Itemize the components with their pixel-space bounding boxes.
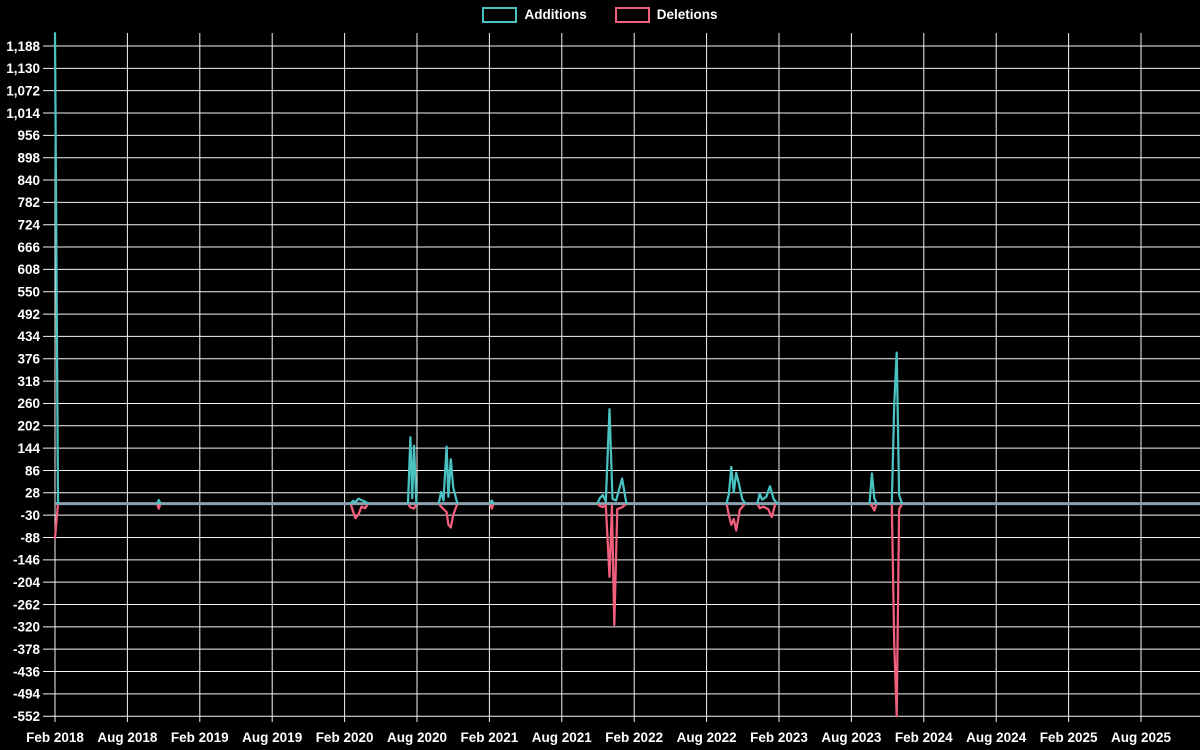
y-tick-label: -204 <box>13 575 41 590</box>
series-segment <box>406 502 418 510</box>
series-segment <box>756 485 779 505</box>
series-segment <box>437 502 459 529</box>
y-tick-label: 782 <box>17 195 40 210</box>
y-tick-label: 376 <box>17 352 40 367</box>
x-tick-label: Aug 2023 <box>821 730 882 745</box>
y-tick-label: -88 <box>20 530 40 545</box>
chart-legend: Additions Deletions <box>0 7 1200 23</box>
y-tick-label: -436 <box>13 664 41 679</box>
x-tick-label: Feb 2020 <box>316 730 374 745</box>
legend-item-additions[interactable]: Additions <box>482 7 587 23</box>
series-segment <box>488 502 495 510</box>
y-tick-label: 724 <box>17 218 40 233</box>
series-segment <box>868 472 878 505</box>
series-segment <box>890 502 904 718</box>
legend-label-additions: Additions <box>524 7 587 23</box>
y-tick-label: -30 <box>20 508 40 523</box>
series-segment <box>890 351 904 505</box>
series-segment <box>155 498 162 505</box>
x-tick-label: Aug 2019 <box>242 730 302 745</box>
y-tick-label: 1,130 <box>6 61 40 76</box>
y-tick-label: 202 <box>17 419 40 434</box>
y-tick-label: 1,188 <box>6 39 40 54</box>
x-tick-label: Aug 2020 <box>387 730 447 745</box>
y-tick-label: 1,072 <box>6 83 40 98</box>
x-tick-label: Feb 2024 <box>895 730 953 745</box>
additions-swatch-icon <box>482 7 518 23</box>
series-segment <box>596 502 628 627</box>
x-axis-labels: Feb 2018 Aug 2018 Feb 2019 Aug 2019 Feb 2020… <box>26 730 1171 745</box>
series-deletions <box>53 502 904 718</box>
series-segment <box>53 502 60 540</box>
y-tick-label: 434 <box>17 329 40 344</box>
x-tick-label: Aug 2018 <box>97 730 158 745</box>
deletions-swatch-icon <box>614 7 650 23</box>
y-tick-label: 86 <box>25 463 41 478</box>
y-tick-label: 608 <box>17 262 40 277</box>
legend-item-deletions[interactable]: Deletions <box>614 7 718 23</box>
series-segment <box>488 499 495 505</box>
series-segment <box>868 502 878 512</box>
series-segment <box>349 502 370 520</box>
y-tick-label: -146 <box>13 553 41 568</box>
x-tick-label: Aug 2025 <box>1111 730 1172 745</box>
series-segment <box>756 502 777 519</box>
y-tick-label: -378 <box>13 642 41 657</box>
series-segment <box>406 436 418 505</box>
y-tick-label: 318 <box>17 374 40 389</box>
x-tick-label: Feb 2022 <box>605 730 663 745</box>
y-tick-label: 840 <box>17 173 40 188</box>
y-tick-label: 898 <box>17 151 40 166</box>
y-tick-label: 1,014 <box>6 106 40 121</box>
y-tick-label: -494 <box>13 687 41 702</box>
y-tick-label: 260 <box>17 396 40 411</box>
y-tick-label: 666 <box>17 240 40 255</box>
x-tick-label: Aug 2022 <box>677 730 737 745</box>
legend-label-deletions: Deletions <box>656 7 718 23</box>
y-tick-label: -552 <box>13 709 40 724</box>
series-segment <box>725 502 747 532</box>
y-tick-label: 28 <box>25 486 41 501</box>
series-segment <box>155 502 162 510</box>
x-tick-label: Feb 2018 <box>26 730 84 745</box>
y-tick-label: 144 <box>17 441 40 456</box>
y-axis-labels: 1,188 1,130 1,072 1,014 956 898 840 782 724 666 60… <box>6 39 40 724</box>
y-tick-label: 550 <box>17 285 40 300</box>
x-tick-label: Aug 2024 <box>966 730 1027 745</box>
x-tick-label: Aug 2021 <box>532 730 593 745</box>
series-segment <box>437 445 459 505</box>
x-tick-label: Feb 2021 <box>461 730 519 745</box>
x-tick-label: Feb 2025 <box>1040 730 1098 745</box>
series-segment <box>596 408 628 505</box>
series-segment <box>53 32 60 505</box>
gridlines <box>43 33 1200 722</box>
y-tick-label: 492 <box>17 307 40 322</box>
y-tick-label: -320 <box>13 620 40 635</box>
series-additions <box>53 32 904 505</box>
x-tick-label: Feb 2023 <box>750 730 808 745</box>
series-segment <box>725 465 747 505</box>
series-segment <box>349 497 370 505</box>
y-tick-label: 956 <box>17 128 40 143</box>
x-tick-label: Feb 2019 <box>171 730 229 745</box>
y-tick-label: -262 <box>13 597 40 612</box>
